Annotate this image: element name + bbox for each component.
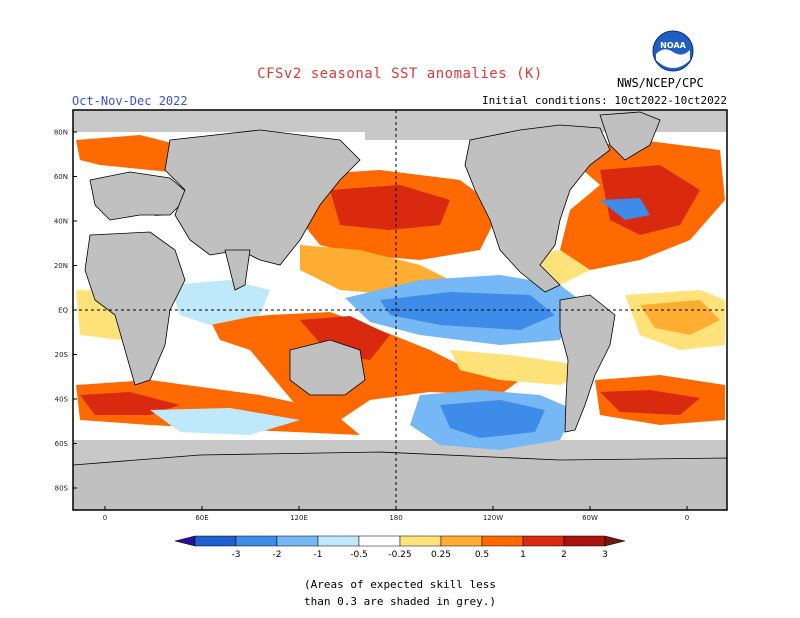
north-america (464, 124, 611, 293)
colorbar-extend-high (604, 535, 626, 547)
initial-conditions-label: Initial conditions: 10ct2022-10ct2022 (481, 94, 727, 107)
colorbar-swatch (563, 535, 606, 547)
colorbar-label: 0.5 (475, 550, 489, 560)
colorbar-label: 2 (561, 550, 567, 560)
colorbar-extend-low (174, 535, 196, 547)
noaa-logo: NOAA (652, 30, 694, 72)
warm-anomalies (76, 135, 725, 435)
lon-label: 60E (195, 514, 208, 522)
lon-label: 120E (290, 514, 308, 522)
colorbar-swatch (481, 535, 524, 547)
lon-label: 120W (483, 514, 503, 522)
cool-anomalies (150, 198, 650, 450)
lat-label: 40N (54, 218, 68, 226)
footnote-line-1: (Areas of expected skill less (303, 578, 497, 591)
colorbar-label: 3 (602, 550, 608, 560)
south-america (559, 294, 616, 433)
europe (89, 171, 191, 221)
lat-label: 60S (55, 440, 69, 448)
greenland (599, 111, 661, 161)
colorbar-swatch (317, 535, 360, 547)
colorbar-swatch (399, 535, 442, 547)
colorbar-label: -0.25 (388, 550, 411, 560)
map-title: CFSv2 seasonal SST anomalies (K) (257, 66, 543, 82)
footnote: (Areas of expected skill less than 0.3 a… (0, 576, 800, 610)
lon-label: 0 (103, 514, 107, 522)
lat-label: 40S (55, 396, 69, 404)
lat-label: EQ (58, 307, 68, 315)
colorbar-swatch (194, 535, 237, 547)
longitude-labels: 0 60E 120E 180 120W 60W 0 (103, 506, 689, 522)
colorbar-label: -2 (273, 550, 282, 560)
season-label: Oct-Nov-Dec 2022 (72, 94, 188, 108)
australia (289, 339, 366, 396)
lon-label: 60W (582, 514, 598, 522)
colorbar-label: -3 (232, 550, 241, 560)
colorbar-swatch (235, 535, 278, 547)
agency-label: NWS/NCEP/CPC (617, 76, 704, 90)
lat-label: 60N (54, 173, 68, 181)
lat-label: 20N (54, 262, 68, 270)
colorbar-label: 1 (520, 550, 526, 560)
lon-label: 0 (685, 514, 689, 522)
lat-label: 80N (54, 129, 68, 137)
africa (84, 231, 186, 386)
lat-label: 80S (55, 485, 69, 493)
logo-text: NOAA (660, 41, 686, 50)
colorbar-swatch (440, 535, 483, 547)
colorbar-label: -1 (314, 550, 323, 560)
lat-label: 20S (55, 351, 69, 359)
colorbar: -3 -2 -1 -0.5 -0.25 0.25 0.5 1 2 3 (174, 535, 626, 560)
india (224, 249, 251, 291)
colorbar-swatch (522, 535, 565, 547)
colorbar-label: 0.25 (431, 550, 451, 560)
latitude-labels: 80N 60N 40N 20N EQ 20S 40S 60S 80S (54, 129, 77, 493)
footnote-line-2: than 0.3 are shaded in grey.) (303, 595, 497, 608)
colorbar-label: -0.5 (350, 550, 368, 560)
lon-label: 180 (389, 514, 402, 522)
antarctica (73, 451, 727, 510)
colorbar-swatch (358, 535, 401, 547)
land-masses (73, 111, 727, 510)
colorbar-swatch (276, 535, 319, 547)
asia (164, 129, 361, 266)
